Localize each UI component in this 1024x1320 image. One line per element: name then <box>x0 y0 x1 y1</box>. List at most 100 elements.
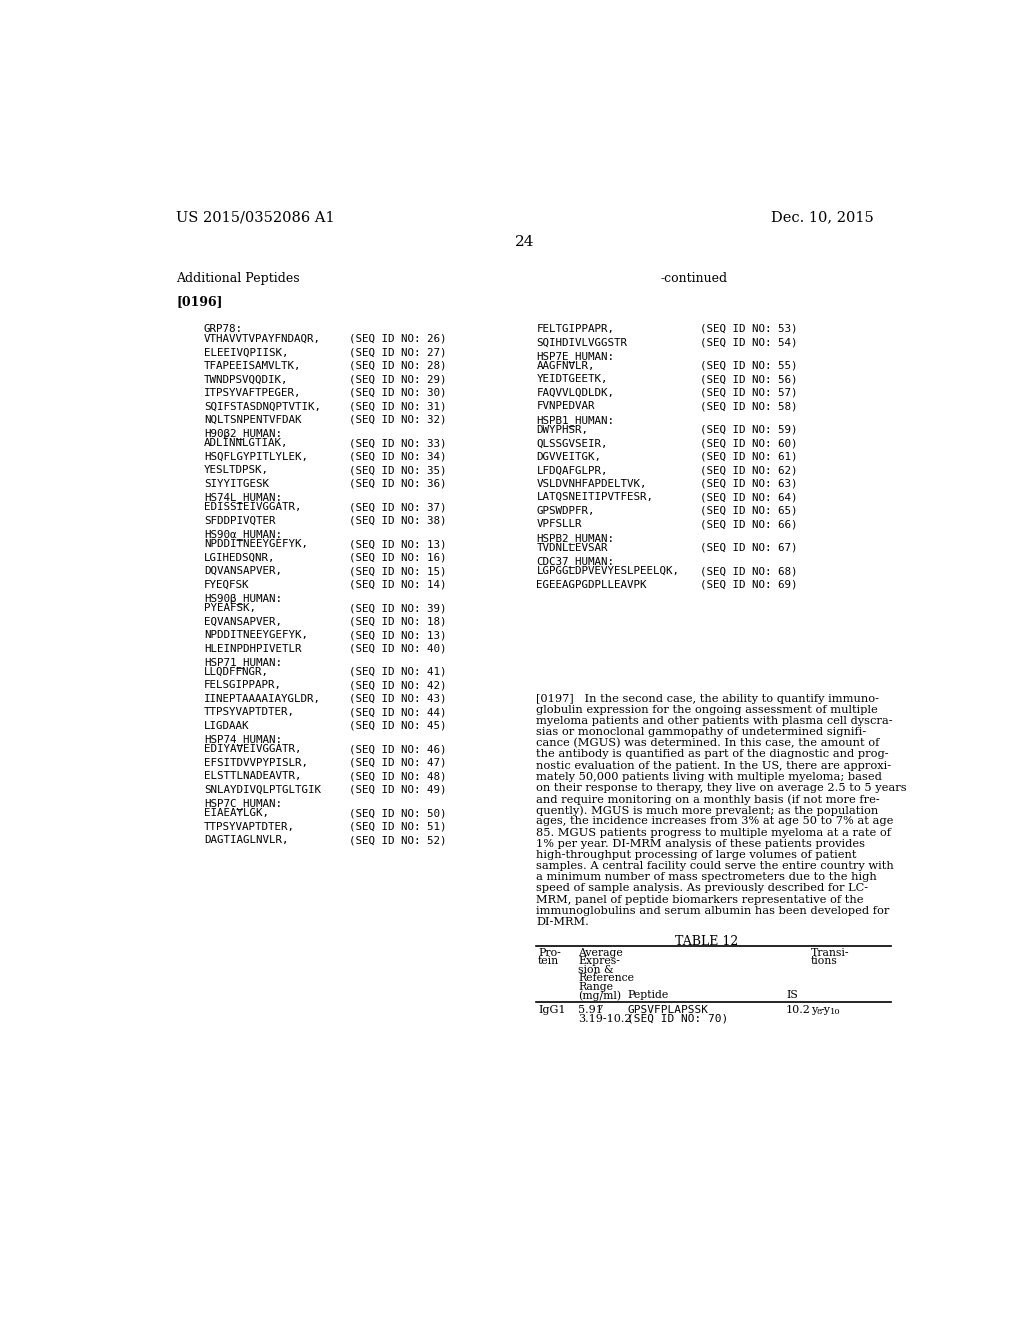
Text: SQIFSTASDNQPTVTIK,: SQIFSTASDNQPTVTIK, <box>204 401 321 412</box>
Text: (SEQ ID NO: 34): (SEQ ID NO: 34) <box>349 451 446 462</box>
Text: (SEQ ID NO: 55): (SEQ ID NO: 55) <box>700 360 798 371</box>
Text: Reference: Reference <box>579 973 634 983</box>
Text: VSLDVNHFAPDELTVK,: VSLDVNHFAPDELTVK, <box>537 479 647 488</box>
Text: YEIDTGEETK,: YEIDTGEETK, <box>537 375 608 384</box>
Text: globulin expression for the ongoing assessment of multiple: globulin expression for the ongoing asse… <box>537 705 879 714</box>
Text: (SEQ ID NO: 38): (SEQ ID NO: 38) <box>349 516 446 525</box>
Text: (SEQ ID NO: 14): (SEQ ID NO: 14) <box>349 579 446 590</box>
Text: (SEQ ID NO: 57): (SEQ ID NO: 57) <box>700 388 798 397</box>
Text: IINEPTAAAAIAYGLDR,: IINEPTAAAAIAYGLDR, <box>204 694 321 704</box>
Text: LATQSNEITIPVTFESR,: LATQSNEITIPVTFESR, <box>537 492 653 502</box>
Text: nostic evaluation of the patient. In the US, there are approxi-: nostic evaluation of the patient. In the… <box>537 760 892 771</box>
Text: (SEQ ID NO: 56): (SEQ ID NO: 56) <box>700 375 798 384</box>
Text: EDIYAVEIVGGATR,: EDIYAVEIVGGATR, <box>204 744 301 754</box>
Text: FAQVVLQDLDK,: FAQVVLQDLDK, <box>537 388 614 397</box>
Text: (SEQ ID NO: 67): (SEQ ID NO: 67) <box>700 543 798 553</box>
Text: (mg/ml): (mg/ml) <box>579 990 622 1001</box>
Text: HSP74_HUMAN:: HSP74_HUMAN: <box>204 734 282 746</box>
Text: EGEEAGPGDPLLEAVPK: EGEEAGPGDPLLEAVPK <box>537 579 647 590</box>
Text: (SEQ ID NO: 68): (SEQ ID NO: 68) <box>700 566 798 576</box>
Text: (SEQ ID NO: 28): (SEQ ID NO: 28) <box>349 360 446 371</box>
Text: GRP78:: GRP78: <box>204 323 243 334</box>
Text: YESLTDPSK,: YESLTDPSK, <box>204 465 269 475</box>
Text: LGIHEDSQNR,: LGIHEDSQNR, <box>204 553 275 562</box>
Text: HSQFLGYPITLYLEK,: HSQFLGYPITLYLEK, <box>204 451 308 462</box>
Text: 10: 10 <box>830 1007 841 1015</box>
Text: (SEQ ID NO: 18): (SEQ ID NO: 18) <box>349 616 446 627</box>
Text: (SEQ ID NO: 13): (SEQ ID NO: 13) <box>349 630 446 640</box>
Text: Pro-: Pro- <box>538 948 561 957</box>
Text: DI-MRM.: DI-MRM. <box>537 917 589 927</box>
Text: Transi-: Transi- <box>811 948 849 957</box>
Text: (SEQ ID NO: 45): (SEQ ID NO: 45) <box>349 721 446 731</box>
Text: (SEQ ID NO: 58): (SEQ ID NO: 58) <box>700 401 798 412</box>
Text: HSP7C_HUMAN:: HSP7C_HUMAN: <box>204 799 282 809</box>
Text: (SEQ ID NO: 42): (SEQ ID NO: 42) <box>349 681 446 690</box>
Text: the antibody is quantified as part of the diagnostic and prog-: the antibody is quantified as part of th… <box>537 750 889 759</box>
Text: FVNPEDVAR: FVNPEDVAR <box>537 401 595 412</box>
Text: ELSTTLNADEAVTR,: ELSTTLNADEAVTR, <box>204 771 301 781</box>
Text: Expres-: Expres- <box>579 956 621 966</box>
Text: (SEQ ID NO: 49): (SEQ ID NO: 49) <box>349 785 446 795</box>
Text: QLSSGVSEIR,: QLSSGVSEIR, <box>537 438 608 449</box>
Text: (SEQ ID NO: 54): (SEQ ID NO: 54) <box>700 338 798 347</box>
Text: sias or monoclonal gammopathy of undetermined signifi-: sias or monoclonal gammopathy of undeter… <box>537 727 866 737</box>
Text: ADLINNLGTIAK,: ADLINNLGTIAK, <box>204 438 289 449</box>
Text: tions: tions <box>811 956 838 966</box>
Text: GPSVFPLAPSSK: GPSVFPLAPSSK <box>627 1005 709 1015</box>
Text: (SEQ ID NO: 33): (SEQ ID NO: 33) <box>349 438 446 449</box>
Text: 1% per year. DI-MRM analysis of these patients provides: 1% per year. DI-MRM analysis of these pa… <box>537 838 865 849</box>
Text: HS74L_HUMAN:: HS74L_HUMAN: <box>204 492 282 503</box>
Text: LIGDAAK: LIGDAAK <box>204 721 250 731</box>
Text: VPFSLLR: VPFSLLR <box>537 519 582 529</box>
Text: (SEQ ID NO: 64): (SEQ ID NO: 64) <box>700 492 798 502</box>
Text: (SEQ ID NO: 52): (SEQ ID NO: 52) <box>349 836 446 845</box>
Text: CDC37_HUMAN:: CDC37_HUMAN: <box>537 556 614 568</box>
Text: MRM, panel of peptide biomarkers representative of the: MRM, panel of peptide biomarkers represe… <box>537 895 864 904</box>
Text: LGPGGLDPVEVYESLPEELQK,: LGPGGLDPVEVYESLPEELQK, <box>537 566 680 576</box>
Text: TFAPEEISAMVLTK,: TFAPEEISAMVLTK, <box>204 360 301 371</box>
Text: EIAEAYLGK,: EIAEAYLGK, <box>204 808 269 818</box>
Text: 85. MGUS patients progress to multiple myeloma at a rate of: 85. MGUS patients progress to multiple m… <box>537 828 892 837</box>
Text: -y: -y <box>821 1005 830 1015</box>
Text: on their response to therapy, they live on average 2.5 to 5 years: on their response to therapy, they live … <box>537 783 907 793</box>
Text: 10.2: 10.2 <box>786 1005 811 1015</box>
Text: AAGFNVLR,: AAGFNVLR, <box>537 360 595 371</box>
Text: (SEQ ID NO: 39): (SEQ ID NO: 39) <box>349 603 446 612</box>
Text: high-throughput processing of large volumes of patient: high-throughput processing of large volu… <box>537 850 857 859</box>
Text: cance (MGUS) was determined. In this case, the amount of: cance (MGUS) was determined. In this cas… <box>537 738 880 748</box>
Text: (SEQ ID NO: 47): (SEQ ID NO: 47) <box>349 758 446 768</box>
Text: (SEQ ID NO: 60): (SEQ ID NO: 60) <box>700 438 798 449</box>
Text: FELTGIPPAPR,: FELTGIPPAPR, <box>537 323 614 334</box>
Text: (SEQ ID NO: 40): (SEQ ID NO: 40) <box>349 644 446 653</box>
Text: HSPB2_HUMAN:: HSPB2_HUMAN: <box>537 533 614 544</box>
Text: HS90β_HUMAN:: HS90β_HUMAN: <box>204 593 282 605</box>
Text: 24: 24 <box>515 235 535 249</box>
Text: (SEQ ID NO: 36): (SEQ ID NO: 36) <box>349 479 446 488</box>
Text: Additional Peptides: Additional Peptides <box>176 272 300 285</box>
Text: (SEQ ID NO: 50): (SEQ ID NO: 50) <box>349 808 446 818</box>
Text: -continued: -continued <box>660 272 727 285</box>
Text: y: y <box>811 1005 817 1015</box>
Text: DAGTIAGLNVLR,: DAGTIAGLNVLR, <box>204 836 289 845</box>
Text: Dec. 10, 2015: Dec. 10, 2015 <box>771 211 873 224</box>
Text: EQVANSAPVER,: EQVANSAPVER, <box>204 616 282 627</box>
Text: VTHAVVTVPAYFNDAQR,: VTHAVVTVPAYFNDAQR, <box>204 334 321 345</box>
Text: TVDNLLEVSAR: TVDNLLEVSAR <box>537 543 608 553</box>
Text: immunoglobulins and serum albumin has been developed for: immunoglobulins and serum albumin has be… <box>537 906 890 916</box>
Text: NQLTSNPENTVFDAK: NQLTSNPENTVFDAK <box>204 414 301 425</box>
Text: sion &: sion & <box>579 965 614 974</box>
Text: DQVANSAPVER,: DQVANSAPVER, <box>204 566 282 576</box>
Text: FELSGIPPAPR,: FELSGIPPAPR, <box>204 681 282 690</box>
Text: (SEQ ID NO: 70): (SEQ ID NO: 70) <box>627 1014 728 1024</box>
Text: speed of sample analysis. As previously described for LC-: speed of sample analysis. As previously … <box>537 883 868 894</box>
Text: EDISSIEIVGGATR,: EDISSIEIVGGATR, <box>204 502 301 512</box>
Text: samples. A central facility could serve the entire country with: samples. A central facility could serve … <box>537 861 894 871</box>
Text: (SEQ ID NO: 43): (SEQ ID NO: 43) <box>349 694 446 704</box>
Text: DWYPHSR,: DWYPHSR, <box>537 425 589 434</box>
Text: mately 50,000 patients living with multiple myeloma; based: mately 50,000 patients living with multi… <box>537 772 883 781</box>
Text: (SEQ ID NO: 32): (SEQ ID NO: 32) <box>349 414 446 425</box>
Text: H90β2_HUMAN:: H90β2_HUMAN: <box>204 428 282 440</box>
Text: SFDDPIVQTER: SFDDPIVQTER <box>204 516 275 525</box>
Text: GPSWDPFR,: GPSWDPFR, <box>537 506 595 516</box>
